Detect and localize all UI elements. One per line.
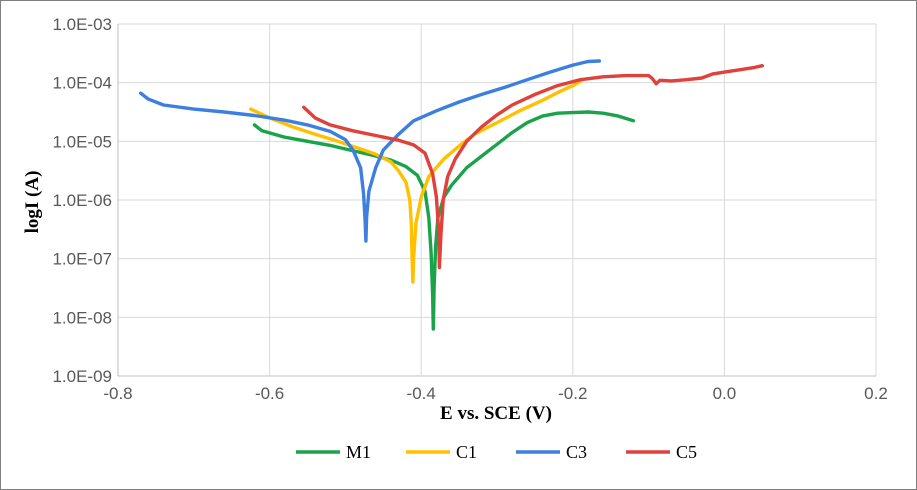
legend-item-c3: C3 <box>516 442 587 462</box>
x-tick-label: -0.8 <box>103 384 132 403</box>
legend-label: M1 <box>346 442 371 462</box>
legend-label: C1 <box>456 442 477 462</box>
y-tick-label: 1.0E-06 <box>52 191 112 210</box>
x-axis-title: E vs. SCE (V) <box>440 403 552 424</box>
series-line-c5 <box>302 64 764 270</box>
x-tick-label: -0.2 <box>558 384 587 403</box>
y-tick-label: 1.0E-08 <box>52 308 112 327</box>
x-tick-label: 0.0 <box>713 384 737 403</box>
y-tick-label: 1.0E-04 <box>52 74 112 93</box>
y-tick-label: 1.0E-03 <box>52 15 112 34</box>
legend-item-m1: M1 <box>296 442 371 462</box>
series-line-c3 <box>139 59 601 243</box>
series-lines <box>139 59 764 331</box>
legend-item-c5: C5 <box>626 442 697 462</box>
legend-label: C3 <box>566 442 587 462</box>
x-tick-label: 0.2 <box>864 384 888 403</box>
y-tick-label: 1.0E-09 <box>52 367 112 386</box>
legend-item-c1: C1 <box>406 442 477 462</box>
legend-label: C5 <box>676 442 697 462</box>
y-axis-title: logI (A) <box>22 171 43 234</box>
series-line-c1 <box>249 79 583 284</box>
series-line-m1 <box>252 110 636 331</box>
tick-labels: 1.0E-03 1.0E-04 1.0E-05 1.0E-06 1.0E-07 1.0E-… <box>52 15 887 403</box>
legend: M1 C1 C3 C5 <box>296 442 697 462</box>
y-tick-label: 1.0E-05 <box>52 132 112 151</box>
grid <box>117 23 877 377</box>
x-tick-label: -0.6 <box>255 384 284 403</box>
x-tick-label: -0.4 <box>407 384 436 403</box>
y-tick-label: 1.0E-07 <box>52 250 112 269</box>
